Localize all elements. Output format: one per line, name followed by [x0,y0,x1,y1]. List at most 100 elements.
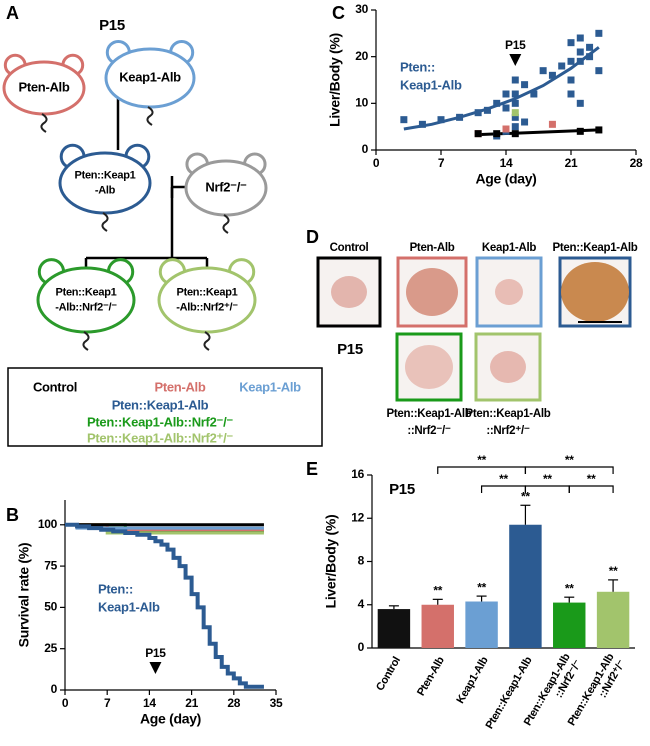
comparison-bracket [568,485,614,493]
data-point [576,48,584,56]
data-point [567,57,575,65]
mouse-tail [146,106,154,126]
mouse-body [36,266,136,334]
y-tick-label: 8 [358,554,365,568]
annotation: Keap1-Alb [98,599,160,614]
x-tick-label: Keap1-Alb [454,654,491,705]
data-point [558,62,566,70]
photo-subtitle: P15 [337,341,363,358]
bar [596,591,630,648]
mouse-body [58,151,152,215]
mouse-tail [203,331,211,351]
data-point [548,120,556,128]
data-point [539,67,547,75]
panel-label: A [6,3,19,23]
x-tick-label: 28 [227,696,240,710]
photo-label: Pten::Keap1-Alb [387,408,472,420]
data-point [511,109,519,117]
x-axis-title: Age (day) [475,171,536,187]
node-label: Keap1-Alb [119,69,181,84]
data-point [493,130,501,138]
liver [406,268,458,316]
panel-label: B [6,505,19,525]
annotation: Pten:: [98,581,133,596]
survival-line [65,522,264,689]
x-tick-label: 21 [185,696,198,710]
data-point [511,99,519,107]
data-point [418,120,426,128]
comparison-bracket [524,485,570,493]
x-tick-label: 35 [270,696,283,710]
data-point [548,71,556,79]
liver [405,345,453,389]
data-point [567,76,575,84]
marker-label: P15 [505,38,526,52]
panel-label: E [306,459,318,479]
significance: ** [433,584,442,598]
data-point [576,127,584,135]
mouse-body [157,266,257,334]
bar [509,524,542,648]
comparison-bracket [437,466,527,474]
y-tick-label: 4 [358,597,365,611]
mouse-tail [101,212,109,232]
data-point [595,126,603,134]
data-point [576,57,584,65]
marker-arrow [149,662,162,674]
node-label: Pten::Keap1 [75,169,136,181]
data-point [474,109,482,117]
data-point [521,81,529,89]
significance: ** [477,580,486,594]
bar [377,609,411,648]
legend-entry: Pten-Alb [154,379,205,394]
node-label: Pten-Alb [18,79,69,94]
data-point [595,29,603,37]
legend-box [7,367,323,447]
data-point [511,90,519,98]
marker-arrow [509,54,522,66]
node-label: -Alb::Nrf2⁻/⁻ [55,301,117,313]
data-point [586,43,594,51]
data-point [400,116,408,124]
mouse-tail [222,214,230,234]
x-tick-label: 7 [104,696,111,710]
legend-entry: Control [33,379,77,394]
y-tick-label: 10 [355,96,368,110]
legend-entry: Pten::Keap1-Alb::Nrf2⁺/⁻ [87,430,233,445]
x-axis-title: Age (day) [140,711,201,727]
y-tick-label: 30 [355,2,368,16]
comparison-bracket [480,485,527,493]
comparison-label: ** [499,472,508,486]
panel-label: D [306,227,319,247]
y-tick-label: 50 [44,600,57,614]
data-point [437,116,445,124]
data-point [474,130,482,138]
y-tick-label: 0 [51,682,58,696]
panel-label: C [332,3,345,23]
liver [495,279,523,305]
bar [553,602,586,648]
node-label: -Alb [95,184,116,196]
x-tick-label: Control [374,655,403,693]
photo-label: Pten-Alb [410,242,455,254]
data-point [576,34,584,42]
photo-label: ::Nrf2⁻/⁻ [407,425,451,437]
node-label: -Alb::Nrf2⁺/⁻ [176,301,238,313]
bar [421,604,454,648]
mouse-body [184,159,268,217]
data-point [511,123,519,131]
x-tick-label: 14 [143,696,156,710]
x-tick-label: 0 [373,156,380,170]
legend-entry: Pten::Keap1-Alb::Nrf2⁻/⁻ [87,414,233,429]
y-tick-label: 12 [351,510,364,524]
node-label: Nrf2⁻/⁻ [205,179,247,194]
data-point [567,39,575,47]
legend-entry: Pten::Keap1-Alb [112,397,209,412]
liver [331,276,367,308]
y-tick-label: 25 [44,641,57,655]
comparison-label: ** [587,472,596,486]
node-label: Pten::Keap1 [177,286,238,298]
significance: ** [609,564,618,578]
comparison-label: ** [543,472,552,486]
